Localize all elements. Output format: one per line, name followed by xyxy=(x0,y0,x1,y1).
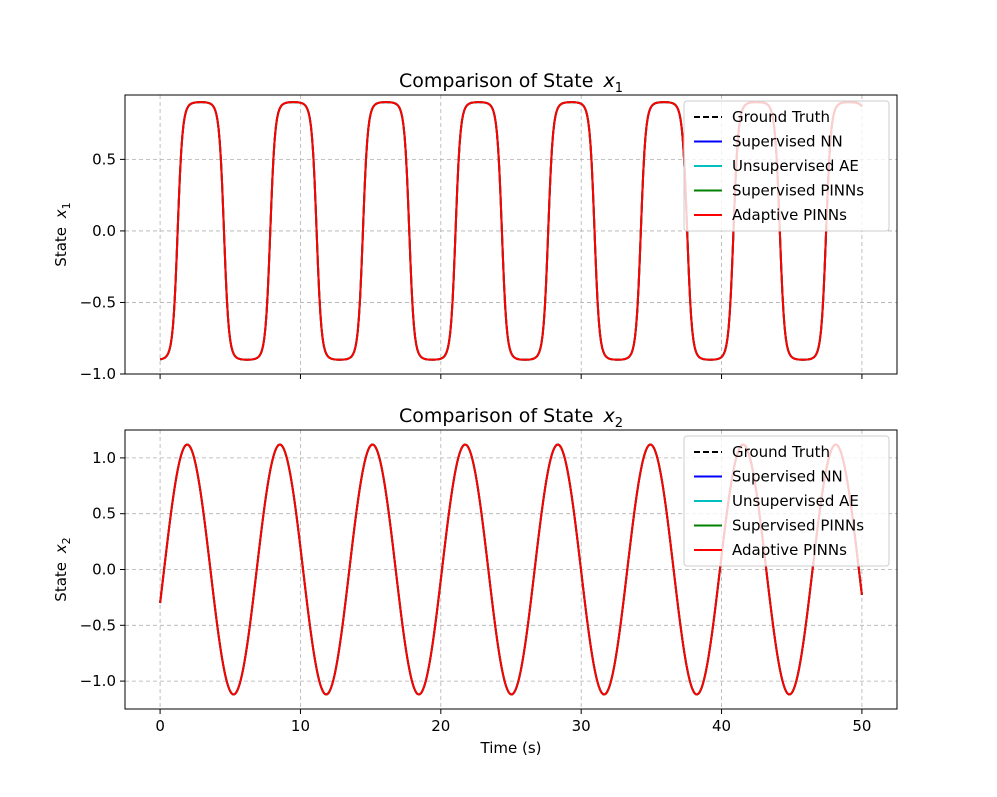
legend: Ground Truth Supervised NN Unsupervised AE… xyxy=(683,100,890,232)
chart-title: Comparison of State x1 xyxy=(399,70,623,96)
y-axis-label-variable: x xyxy=(52,544,70,554)
legend-box xyxy=(683,435,890,567)
y-tick-label: −1.0 xyxy=(80,365,116,383)
x-tick-label: 0 xyxy=(155,717,165,735)
x-axis-label: Time (s) xyxy=(480,739,542,757)
y-axis-label-subscript: 1 xyxy=(60,202,73,209)
legend-label: Supervised NN xyxy=(732,133,843,151)
x-tick-label: 10 xyxy=(291,717,310,735)
y-axis-label-text: State xyxy=(52,222,70,266)
title-variable: x xyxy=(602,70,615,92)
subplot-state-x2: 0 10 20 30 40 50 −1.0 −0.5 0.0 0.5 1.0 Comparison o… xyxy=(52,405,898,757)
x-tick-label: 50 xyxy=(852,717,871,735)
y-tick-label: −1.0 xyxy=(80,672,116,690)
legend-label: Adaptive PINNs xyxy=(732,541,847,559)
x-tick-label: 30 xyxy=(572,717,591,735)
title-subscript: 1 xyxy=(615,81,623,96)
y-tick-label: 0.5 xyxy=(92,505,116,523)
title-subscript: 2 xyxy=(615,416,623,431)
y-axis-label-text: State xyxy=(52,557,70,601)
y-tick-label: −0.5 xyxy=(80,293,116,311)
y-axis-label: State x2 xyxy=(52,537,73,601)
chart-title: Comparison of State x2 xyxy=(399,405,623,431)
y-tick-label: 0.5 xyxy=(92,150,116,168)
grid xyxy=(125,430,897,709)
legend-label: Ground Truth xyxy=(732,443,830,461)
title-text: Comparison of State xyxy=(399,405,599,427)
title-variable: x xyxy=(602,405,615,427)
y-axis-label: State x1 xyxy=(52,202,73,266)
x-tick-label: 40 xyxy=(712,717,731,735)
legend-box xyxy=(683,100,890,232)
y-tick-label: 0.0 xyxy=(92,222,116,240)
legend-label: Supervised NN xyxy=(732,468,843,486)
legend-label: Adaptive PINNs xyxy=(732,206,847,224)
legend-label: Supervised PINNs xyxy=(732,517,864,535)
y-axis-label-subscript: 2 xyxy=(60,537,73,544)
y-tick-label: −0.5 xyxy=(80,616,116,634)
y-tick-label: 0.0 xyxy=(92,561,116,579)
legend-label: Unsupervised AE xyxy=(732,157,859,175)
legend-label: Unsupervised AE xyxy=(732,492,859,510)
x-tick-label: 20 xyxy=(431,717,450,735)
legend-label: Ground Truth xyxy=(732,108,830,126)
axes-frame xyxy=(124,94,898,375)
legend-label: Supervised PINNs xyxy=(732,182,864,200)
title-text: Comparison of State xyxy=(399,70,599,92)
legend: Ground Truth Supervised NN Unsupervised AE… xyxy=(683,435,890,567)
y-axis-label-variable: x xyxy=(52,209,70,219)
y-tick-label: 1.0 xyxy=(92,449,116,467)
